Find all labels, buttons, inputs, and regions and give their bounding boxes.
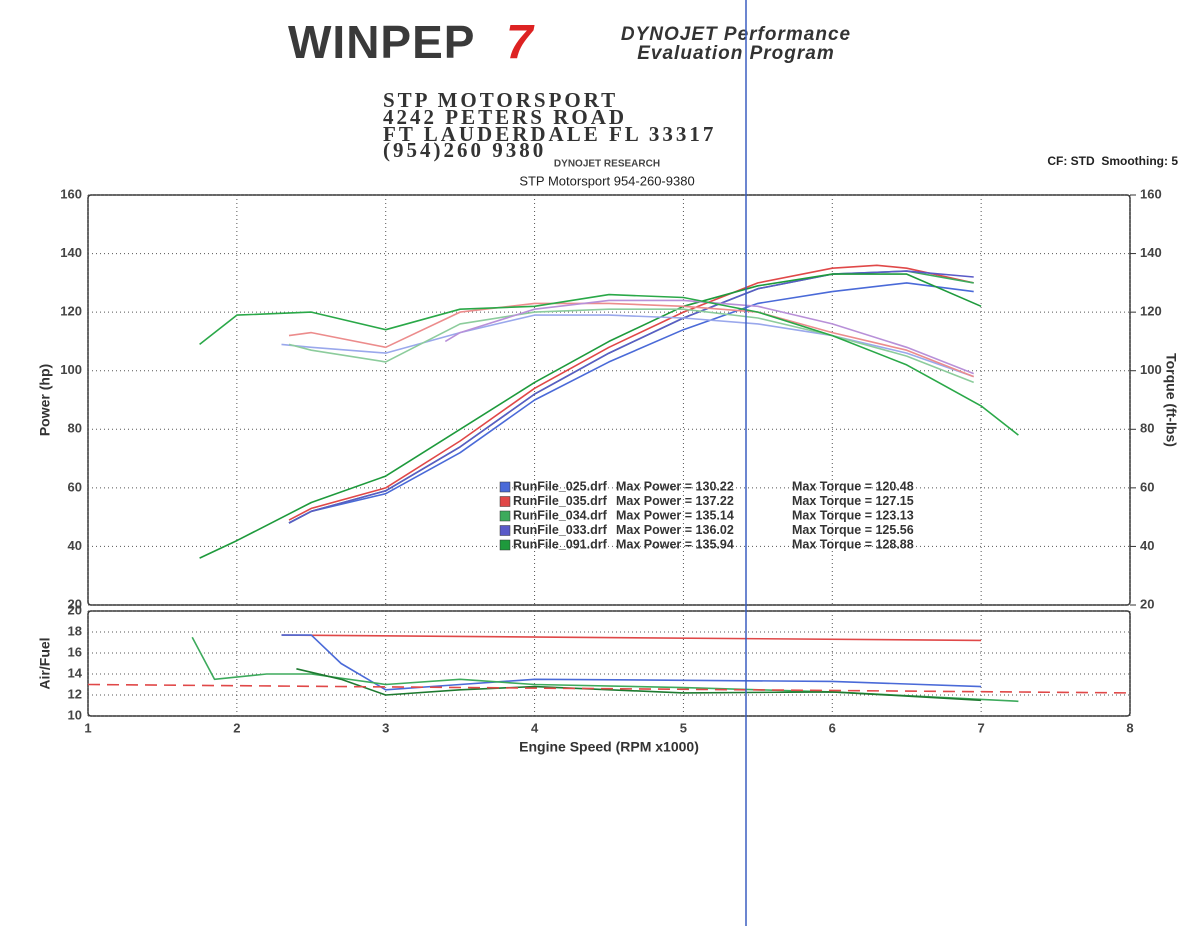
- legend-swatch: [499, 481, 511, 493]
- data-line: [199, 293, 1019, 436]
- y-tick-label: 120: [60, 304, 82, 319]
- legend-label: RunFile_033.drf: [513, 523, 608, 537]
- address-line: (954)260 9380: [383, 138, 546, 162]
- legend-swatch: [499, 525, 511, 536]
- y-tick-label: 20: [68, 596, 82, 611]
- address-line: 4242 PETERS ROAD: [383, 105, 627, 129]
- y-tick-label: 60: [68, 479, 82, 494]
- y2-tick-label: 20: [1140, 596, 1154, 611]
- y-axis-label: Power (hp): [37, 364, 53, 436]
- settings: CF: STD Smoothing: 5: [1047, 154, 1178, 168]
- data-line: [281, 634, 982, 642]
- address-line: FT LAUDERDALE FL 33317: [383, 122, 716, 146]
- data-line: [288, 308, 974, 384]
- address-line: STP MOTORSPORT: [383, 88, 618, 112]
- y-tick-label: 140: [60, 245, 82, 260]
- legend-torque: Max Torque = 125.56: [792, 523, 914, 537]
- y2-tick-label: 100: [1140, 362, 1162, 377]
- y2-tick-label: 60: [1140, 479, 1154, 494]
- y-tick-label: 18: [68, 623, 82, 638]
- y-tick-label: 80: [68, 421, 82, 436]
- y-tick-label: 10: [68, 707, 82, 722]
- y-tick-label: 20: [68, 602, 82, 617]
- data-line: [199, 273, 982, 559]
- data-line: [288, 282, 974, 524]
- tagline: Evaluation Program: [637, 43, 835, 64]
- legend-power: Max Power = 135.94: [616, 537, 734, 551]
- logo-version: 7: [506, 17, 535, 70]
- data-line: [281, 634, 982, 691]
- legend-swatch: [499, 496, 511, 507]
- x-tick-label: 1: [84, 720, 91, 735]
- shop: STP Motorsport 954-260-9380: [519, 173, 694, 188]
- x-axis-label: Engine Speed (RPM x1000): [519, 739, 699, 755]
- data-line: [288, 302, 974, 378]
- tagline: DYNOJET Performance: [621, 24, 851, 45]
- x-tick-label: 5: [680, 720, 687, 735]
- y2-axis-label: Torque (ft-lbs): [1163, 353, 1179, 447]
- y2-tick-label: 140: [1140, 245, 1162, 260]
- data-line: [444, 299, 974, 375]
- logo: WINPEP: [288, 16, 475, 68]
- y2-tick-label: 160: [1140, 186, 1162, 201]
- y-tick-label: 100: [60, 362, 82, 377]
- chart: 20 40 60 80 100 120 140 160 20 40 60 80 100 120 140 160…: [37, 186, 1180, 611]
- y2-tick-label: 40: [1140, 538, 1154, 553]
- y-tick-label: 14: [68, 665, 83, 680]
- legend-label: RunFile_025.drf: [513, 479, 608, 493]
- header: WINPEP 7 DYNOJET Performance Evaluation …: [288, 16, 1178, 188]
- legend-torque: Max Torque = 128.88: [792, 537, 914, 551]
- legend-torque: Max Torque = 123.13: [792, 508, 914, 522]
- y2-tick-label: 80: [1140, 421, 1154, 436]
- legend-power: Max Power = 137.22: [616, 494, 734, 508]
- legend-torque: Max Torque = 120.48: [792, 479, 914, 493]
- data-line: [87, 683, 1131, 694]
- legend-power: Max Power = 135.14: [616, 508, 734, 522]
- data-line: [281, 314, 974, 378]
- x-tick-label: 6: [829, 720, 836, 735]
- data-line: [288, 264, 974, 521]
- y-tick-label: 12: [68, 686, 82, 701]
- y-tick-label: 40: [68, 538, 82, 553]
- legend-power: Max Power = 130.22: [616, 479, 734, 493]
- legend-label: RunFile_034.drf: [513, 508, 608, 522]
- y-tick-label: 160: [60, 186, 82, 201]
- legend-swatch: [499, 510, 511, 522]
- y-axis-label: Air/Fuel: [37, 637, 53, 689]
- legend-swatch: [499, 539, 511, 551]
- y-tick-label: 16: [68, 644, 82, 659]
- data-line: [288, 270, 974, 524]
- x-tick-label: 2: [233, 720, 240, 735]
- x-tick-label: 3: [382, 720, 389, 735]
- x-tick-label: 7: [978, 720, 985, 735]
- research: DYNOJET RESEARCH: [554, 159, 660, 170]
- legend-torque: Max Torque = 127.15: [792, 494, 914, 508]
- legend-power: Max Power = 136.02: [616, 523, 734, 537]
- legend-label: RunFile_035.drf: [513, 494, 608, 508]
- legend-label: RunFile_091.drf: [513, 537, 608, 551]
- x-tick-label: 4: [531, 720, 539, 735]
- y2-tick-label: 120: [1140, 304, 1162, 319]
- x-tick-label: 8: [1126, 720, 1133, 735]
